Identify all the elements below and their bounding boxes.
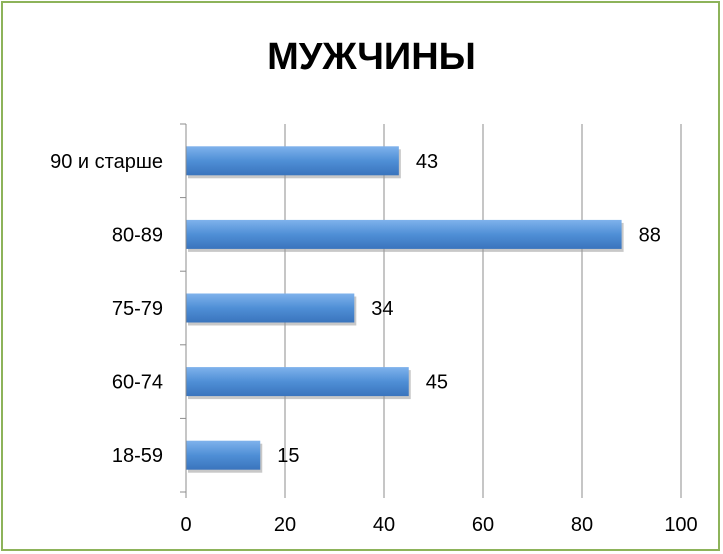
bar — [186, 367, 409, 397]
x-tick-label: 60 — [472, 514, 494, 536]
data-label: 43 — [416, 151, 438, 173]
bars — [186, 146, 624, 473]
category-label: 60-74 — [112, 372, 163, 394]
bar — [186, 146, 399, 176]
data-label: 45 — [426, 372, 448, 394]
category-label: 18-59 — [112, 445, 163, 467]
x-tick-label: 80 — [571, 514, 593, 536]
bar — [186, 293, 355, 323]
x-tick-label: 40 — [373, 514, 395, 536]
axes — [180, 123, 682, 498]
x-tick-label: 100 — [664, 514, 697, 536]
x-tick-label: 0 — [180, 514, 191, 536]
data-label: 15 — [277, 445, 299, 467]
data-label: 34 — [371, 298, 393, 320]
category-label: 75-79 — [112, 298, 163, 320]
category-label: 90 и старше — [50, 151, 163, 173]
chart-title: МУЖЧИНЫ — [267, 36, 476, 78]
x-tick-label: 20 — [274, 514, 296, 536]
bar — [186, 219, 622, 249]
data-label: 88 — [639, 224, 661, 246]
labels: 0 20 40 60 80 100 90 и старше 43 80-89 88 75-79 34 6… — [50, 151, 698, 536]
bar — [186, 440, 261, 470]
gridlines — [284, 124, 682, 492]
category-label: 80-89 — [112, 224, 163, 246]
